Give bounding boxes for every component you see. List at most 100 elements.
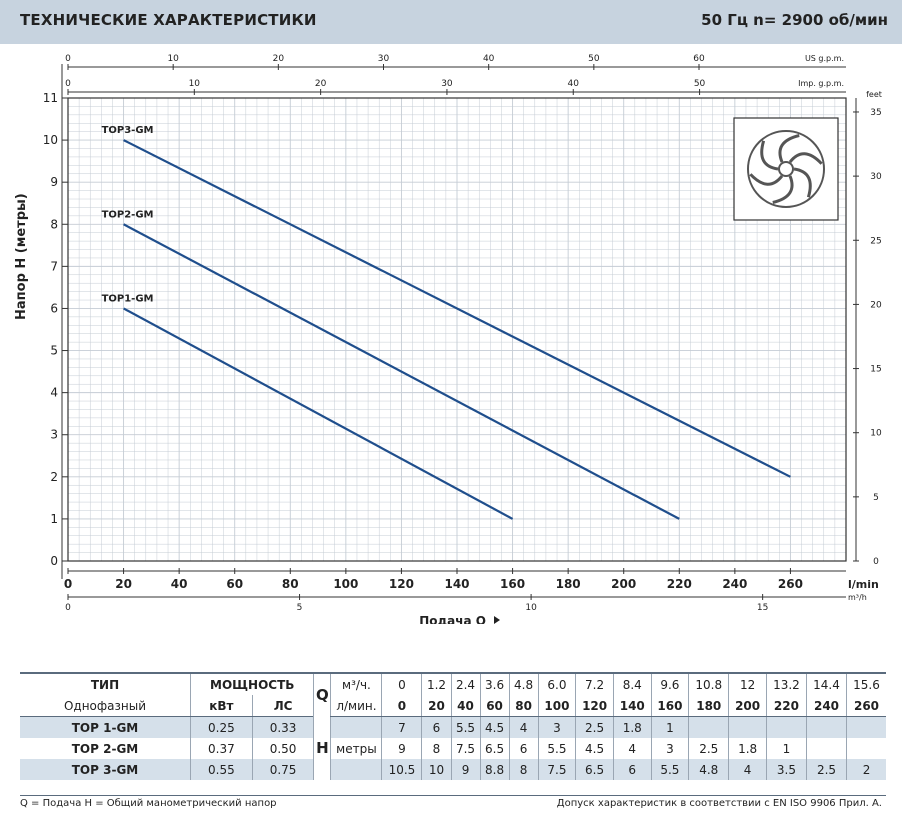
head-value [805, 716, 847, 738]
usgpm-tick-label: 10 [167, 54, 179, 64]
usgpm-unit-label: US g.p.m. [805, 54, 844, 63]
footer-tolerance: Допуск характеристик в соответствии с EN… [556, 798, 882, 809]
table-header-row-1: ТИП МОЩНОСТЬ Q м³/ч. 0 1.2 2.4 3.6 4.8 6.0 7.2… [20, 672, 886, 717]
power-kw: 0.25 [190, 716, 253, 738]
m3h-cell: 2.4 [450, 672, 481, 695]
usgpm-tick-label: 20 [273, 54, 285, 64]
x-tick-label: 20 [115, 577, 132, 591]
head-value: 10 [421, 759, 452, 780]
x-tick-label: 160 [500, 577, 525, 591]
x-tick-label: 0 [64, 577, 72, 591]
impeller-blade [788, 152, 823, 165]
header-bar: ТЕХНИЧЕСКИЕ ХАРАКТЕРИСТИКИ 50 Гц n= 2900… [0, 0, 902, 44]
head-value: 1.8 [612, 716, 652, 738]
feet-tick-label: 25 [870, 236, 881, 246]
m3h-tick-label: 10 [525, 603, 537, 613]
head-value: 6.5 [575, 759, 614, 780]
power-kw: 0.37 [190, 738, 253, 759]
lmin-cell: 120 [575, 695, 614, 717]
feet-tick-label: 15 [870, 365, 881, 375]
lmin-cell: 220 [765, 695, 807, 717]
m3h-cell: 7.2 [575, 672, 614, 695]
impgpm-tick-label: 10 [189, 79, 201, 89]
lmin-cell: 260 [846, 695, 886, 717]
m3h-cell: 4.8 [508, 672, 539, 695]
power-hp: 0.50 [251, 738, 314, 759]
x-tick-label: 260 [778, 577, 803, 591]
m3h-tick-label: 15 [757, 603, 768, 613]
performance-table: ТИП МОЩНОСТЬ Q м³/ч. 0 1.2 2.4 3.6 4.8 6.0 7.2… [20, 672, 886, 780]
m3h-cell: 13.2 [765, 672, 807, 695]
m3h-cell: 14.4 [805, 672, 847, 695]
head-value [805, 738, 847, 759]
impeller-blade [778, 134, 800, 163]
series-label-top2-gm: TOP2-GM [102, 209, 154, 220]
table-row: TOP 1-GM 0.25 0.33 H 7 6 5.5 4.5 4 3 2.5 1.8 1 [20, 716, 886, 780]
lmin-cell: 180 [688, 695, 729, 717]
y-axis-title: Напор H (метры) [14, 193, 29, 320]
y-tick-label: 7 [50, 259, 58, 273]
lmin-cell: 40 [450, 695, 481, 717]
head-value: 8 [508, 759, 539, 780]
head-value: 8 [421, 738, 452, 759]
impgpm-tick-label: 50 [694, 79, 706, 89]
lmin-cell: 240 [805, 695, 847, 717]
m3h-cell: 10.8 [688, 672, 729, 695]
lmin-cell: 160 [650, 695, 689, 717]
head-value: 3 [650, 738, 689, 759]
head-value [846, 738, 886, 759]
feet-tick-label: 35 [870, 108, 881, 118]
lmin-cell: 80 [508, 695, 539, 717]
feet-tick-label: 0 [873, 557, 879, 567]
head-value: 4.5 [479, 716, 510, 738]
head-value: 4 [508, 716, 539, 738]
head-value [846, 716, 886, 738]
page-title: ТЕХНИЧЕСКИЕ ХАРАКТЕРИСТИКИ [20, 11, 317, 29]
m3h-cell: 9.6 [650, 672, 689, 695]
m3h-tick-label: 5 [297, 603, 303, 613]
x-tick-label: 40 [171, 577, 188, 591]
head-value: 6 [421, 716, 452, 738]
head-value: 4.5 [575, 738, 614, 759]
head-value: 7.5 [450, 738, 481, 759]
y-tick-label: 11 [43, 91, 58, 105]
head-value [765, 716, 807, 738]
lmin-cell: 20 [421, 695, 452, 717]
m3h-cell: 6.0 [537, 672, 576, 695]
y-tick-label: 0 [50, 554, 58, 568]
q-header: Q [313, 672, 331, 717]
plot-frame [67, 97, 847, 562]
usgpm-tick-label: 40 [483, 54, 495, 64]
m3h-tick-label: 0 [65, 603, 71, 613]
head-value: 2.5 [575, 716, 614, 738]
feet-unit-label: feet [866, 90, 882, 99]
model-name: TOP 3-GM [71, 762, 139, 777]
head-value: 7 [381, 716, 422, 738]
table-row: TOP 3-GM 0.55 0.75 10.5 10 9 8.8 8 7.5 6.5 6 5.5 4.8… [20, 759, 886, 780]
y-tick-label: 4 [50, 386, 58, 400]
m3h-header: м³/ч. [330, 672, 382, 695]
x-unit-label: l/min [848, 578, 879, 591]
x-tick-label: 200 [611, 577, 636, 591]
head-value: 5.5 [450, 716, 481, 738]
head-value: 2.5 [688, 738, 729, 759]
model-name: TOP 2-GM [71, 741, 139, 756]
usgpm-tick-label: 0 [65, 54, 71, 64]
impeller-blade [793, 167, 812, 198]
head-value: 6 [508, 738, 539, 759]
y-tick-label: 10 [43, 133, 58, 147]
footer-legend: Q = Подача H = Общий манометрический нап… [20, 798, 277, 809]
impeller-blade [749, 173, 784, 186]
x-tick-label: 180 [556, 577, 581, 591]
head-value: 6.5 [479, 738, 510, 759]
impgpm-unit-label: Imp. g.p.m. [798, 79, 844, 88]
m3h-cell: 1.2 [421, 672, 452, 695]
m3h-cell: 15.6 [846, 672, 886, 695]
phase-header: Однофазный [20, 695, 191, 717]
power-hp: 0.75 [251, 759, 314, 780]
model-name: TOP 1-GM [71, 720, 139, 735]
kw-header: кВт [190, 695, 253, 717]
table-header-row-2: Однофазный кВт ЛС л/мин. 0 20 40 60 80 100 120… [20, 695, 886, 717]
feet-tick-label: 30 [870, 172, 882, 182]
